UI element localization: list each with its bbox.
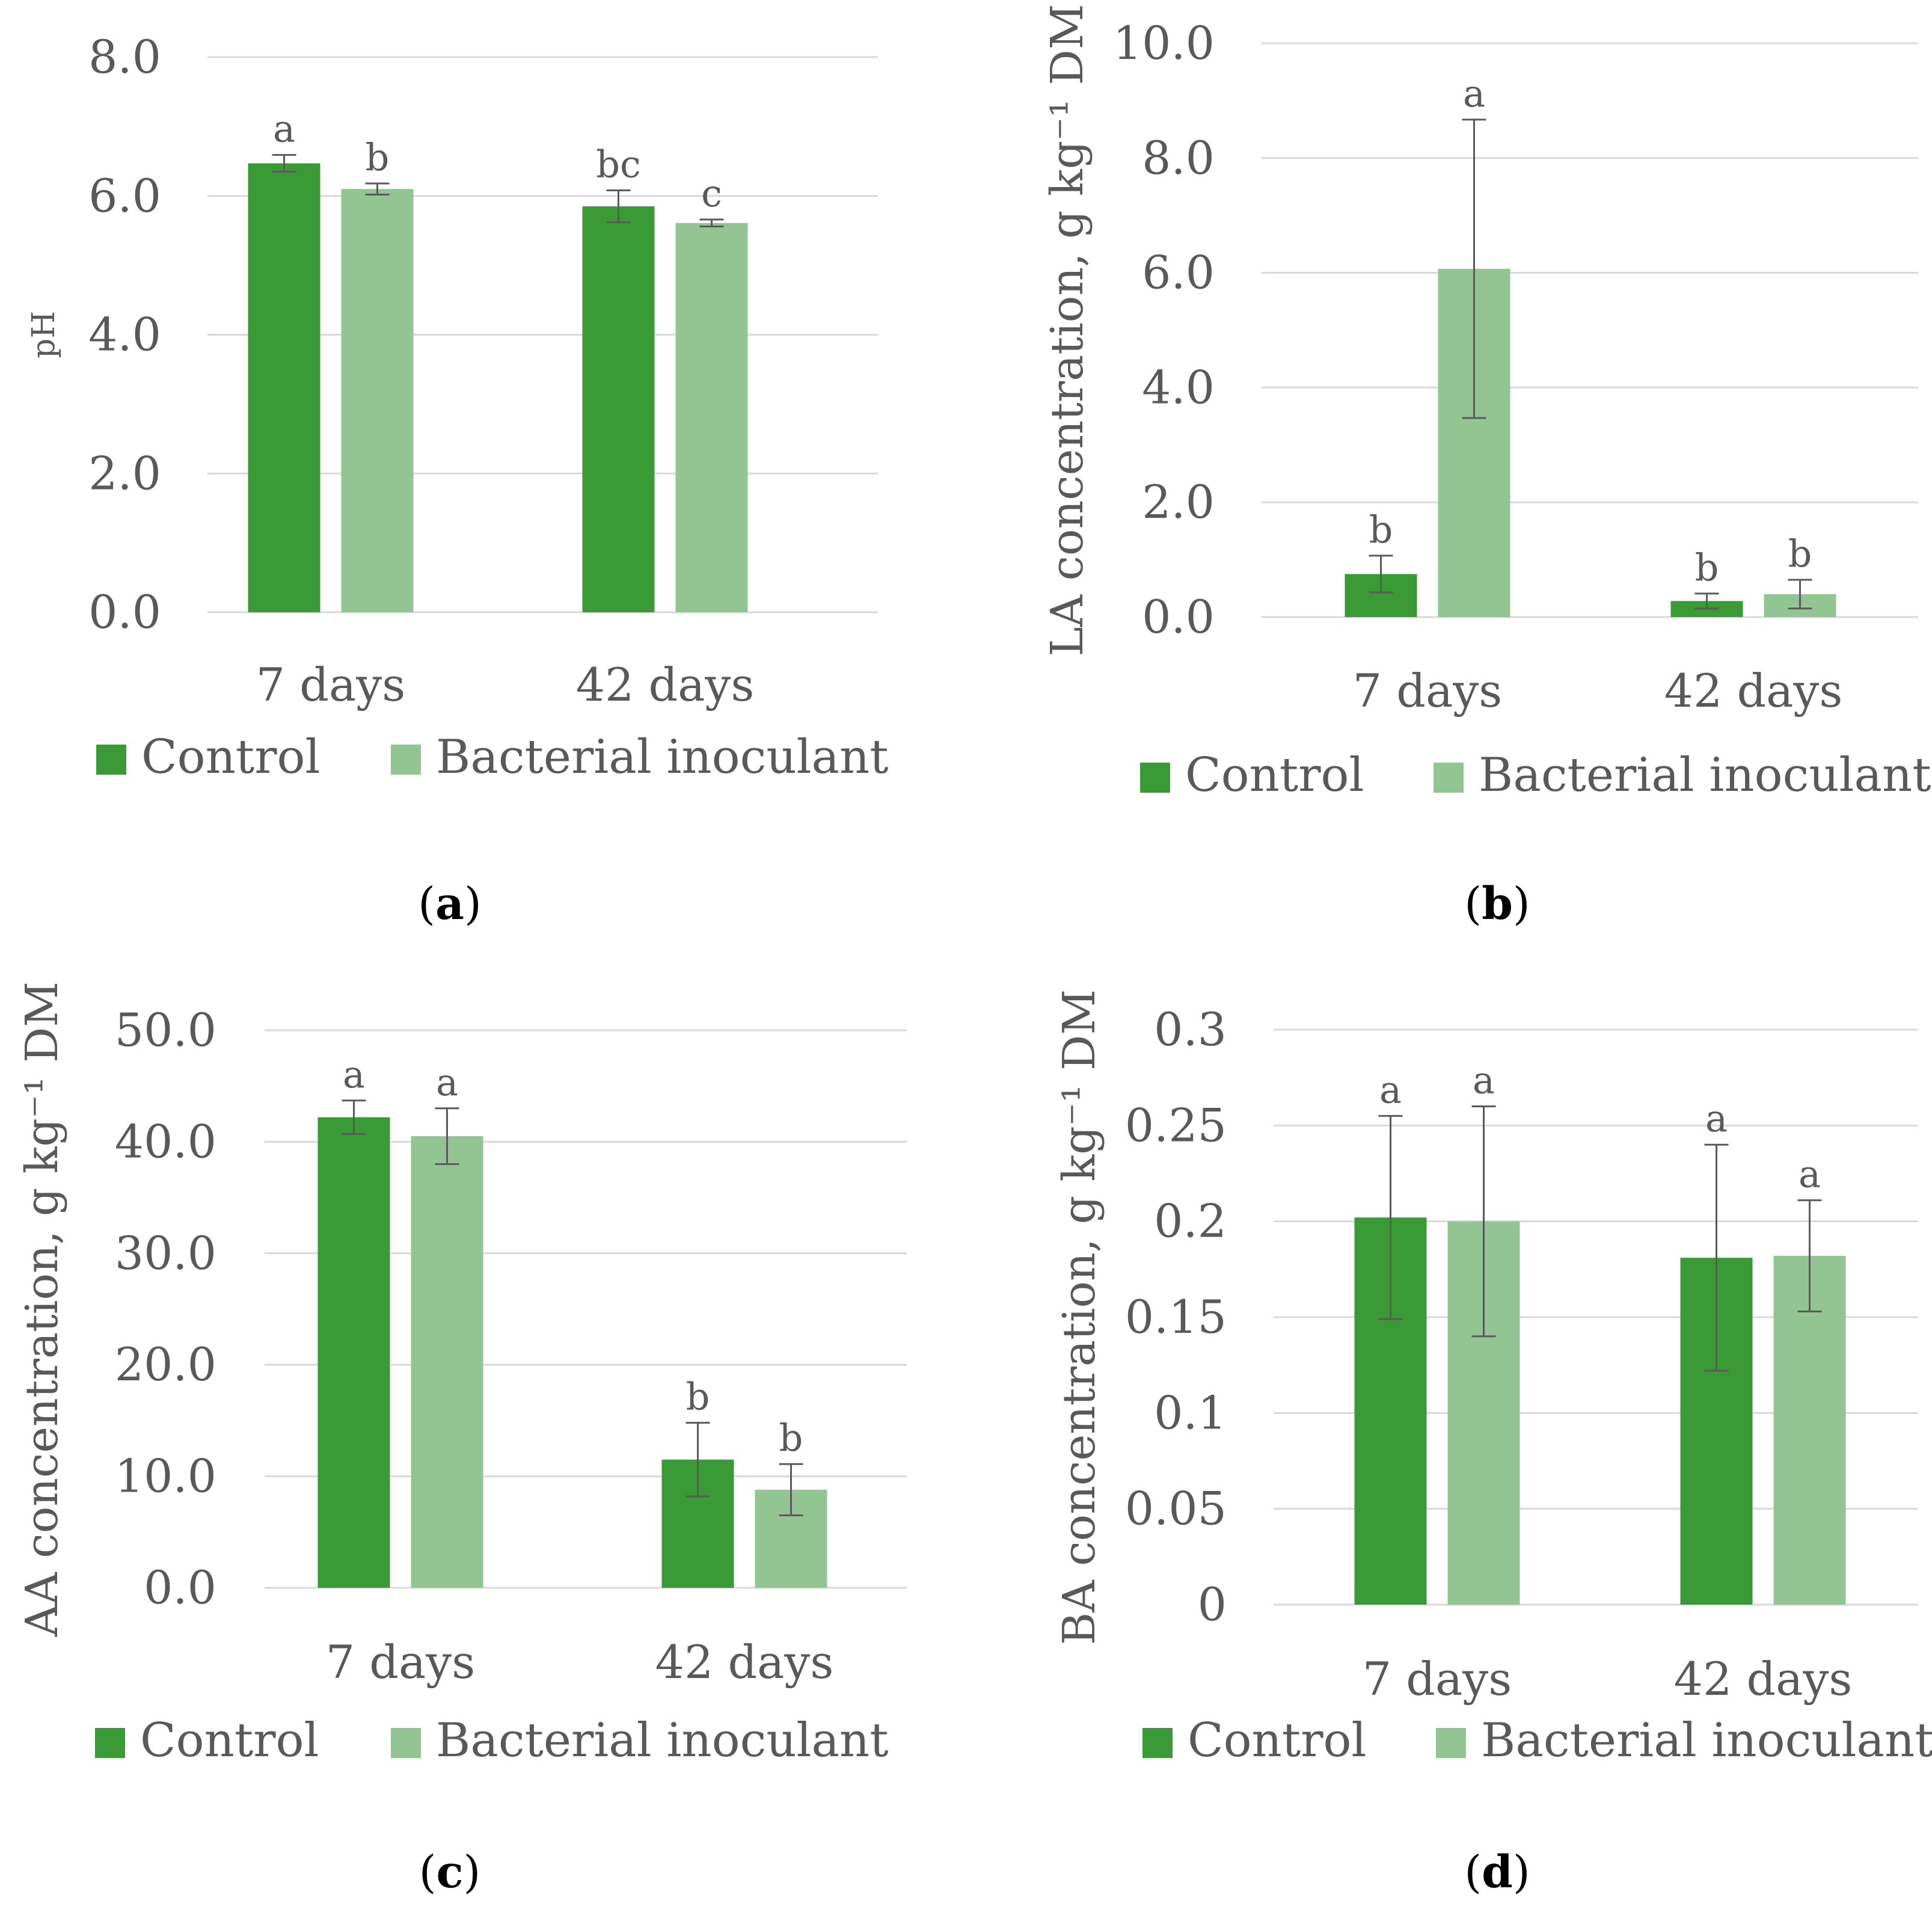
legend-swatch-inoculant [1436, 1728, 1466, 1758]
chart-c: 0.0 10.0 20.0 30.0 40.0 50.0 AA concentration,… [16, 982, 907, 1768]
y-tick-label: 0.1 [1154, 1386, 1227, 1439]
y-tick-label: 40.0 [115, 1114, 216, 1168]
y-tick-label: 0.05 [1125, 1482, 1227, 1535]
legend-label: Bacterial inoculant [1479, 748, 1931, 802]
legend: Control Bacterial inoculant [96, 730, 889, 784]
significance-letter: b [779, 1416, 803, 1460]
legend-label: Control [141, 730, 320, 784]
y-tick-label: 0 [1198, 1578, 1227, 1631]
significance-letter: a [436, 1060, 458, 1104]
significance-letter: c [701, 171, 722, 215]
legend-label: Bacterial inoculant [436, 730, 889, 784]
legend-swatch-control [96, 745, 126, 775]
bar-control [317, 1117, 390, 1588]
significance-letter: a [1463, 72, 1485, 115]
caption-b: (b) [1464, 878, 1530, 930]
x-tick-label: 42 days [1664, 664, 1843, 718]
significance-letter: a [1705, 1096, 1728, 1140]
legend: Control Bacterial inoculant [95, 1714, 889, 1768]
legend-swatch-inoculant [391, 1728, 421, 1758]
y-tick-label: 8.0 [1142, 131, 1215, 185]
chart-b: 0.0 2.0 4.0 6.0 8.0 10.0 LA concentration, g k… [1041, 4, 1931, 803]
x-tick-label: 42 days [576, 658, 755, 712]
x-tick-label: 42 days [1674, 1652, 1853, 1706]
legend: Control Bacterial inoculant [1140, 748, 1931, 802]
y-axis-label: LA concentration, g kg⁻¹ DM [1041, 4, 1093, 657]
x-tick-label: 7 days [1353, 664, 1502, 718]
significance-letter: b [366, 135, 390, 179]
y-tick-label: 2.0 [1142, 475, 1215, 529]
y-tick-label: 0.0 [1142, 590, 1215, 644]
y-tick-label: 20.0 [115, 1338, 216, 1391]
legend-label: Control [1188, 1714, 1366, 1768]
y-tick-label: 10.0 [1113, 16, 1215, 70]
x-tick-label: 7 days [256, 658, 405, 712]
y-tick-label: 0.0 [88, 585, 161, 639]
chart-a: 0.0 2.0 4.0 6.0 8.0 pH a b 7 days bc c 42 days Contr… [26, 30, 889, 784]
y-tick-label: 8.0 [88, 30, 161, 84]
legend-label: Control [1185, 748, 1364, 802]
legend-label: Bacterial inoculant [436, 1714, 889, 1768]
y-tick-label: 0.0 [144, 1561, 216, 1614]
significance-letter: a [1799, 1152, 1821, 1196]
significance-letter: bc [596, 143, 640, 186]
y-tick-label: 2.0 [88, 446, 161, 500]
caption-d: (d) [1464, 1846, 1530, 1898]
y-tick-label: 50.0 [115, 1003, 216, 1057]
legend: Control Bacterial inoculant [1142, 1714, 1932, 1768]
legend-swatch-control [1142, 1728, 1173, 1758]
bar-control [582, 206, 655, 612]
significance-letter: b [1695, 546, 1719, 589]
caption-a: (a) [418, 878, 482, 930]
y-axis-label: AA concentration, g kg⁻¹ DM [16, 982, 68, 1637]
bar-control [248, 163, 320, 612]
y-tick-label: 0.15 [1125, 1290, 1227, 1344]
legend-swatch-control [95, 1728, 125, 1758]
caption-c: (c) [419, 1846, 481, 1898]
legend-swatch-inoculant [1434, 763, 1464, 793]
x-tick-label: 7 days [1363, 1652, 1512, 1706]
x-tick-label: 42 days [655, 1635, 834, 1689]
bar-inoculant [411, 1136, 483, 1588]
x-tick-label: 7 days [326, 1635, 475, 1689]
bar-inoculant [675, 223, 748, 613]
legend-label: Control [140, 1714, 319, 1768]
y-tick-label: 30.0 [115, 1226, 216, 1280]
significance-letter: b [1788, 532, 1812, 576]
bar-inoculant [1773, 1256, 1846, 1605]
legend-swatch-inoculant [391, 745, 421, 775]
y-tick-label: 6.0 [1142, 246, 1215, 300]
bar-inoculant [341, 189, 414, 612]
legend-swatch-control [1140, 763, 1170, 793]
significance-letter: a [343, 1053, 365, 1096]
significance-letter: b [1369, 508, 1393, 552]
y-tick-label: 6.0 [88, 169, 161, 223]
significance-letter: a [1379, 1068, 1402, 1111]
y-tick-label: 0.2 [1154, 1194, 1227, 1248]
y-axis-label: pH [26, 311, 62, 358]
y-tick-label: 4.0 [1142, 360, 1215, 414]
y-tick-label: 10.0 [115, 1449, 216, 1503]
significance-letter: b [686, 1375, 710, 1419]
legend-label: Bacterial inoculant [1481, 1714, 1932, 1768]
chart-d: 0 0.05 0.1 0.15 0.2 0.25 0.3 BA concentration, … [1053, 989, 1932, 1768]
significance-letter: a [273, 107, 295, 151]
y-tick-label: 0.3 [1154, 1003, 1227, 1056]
y-tick-label: 4.0 [88, 308, 161, 361]
significance-letter: a [1473, 1058, 1495, 1102]
y-axis-label: BA concentration, g kg⁻¹ DM [1053, 989, 1105, 1645]
y-tick-label: 0.25 [1125, 1098, 1227, 1152]
